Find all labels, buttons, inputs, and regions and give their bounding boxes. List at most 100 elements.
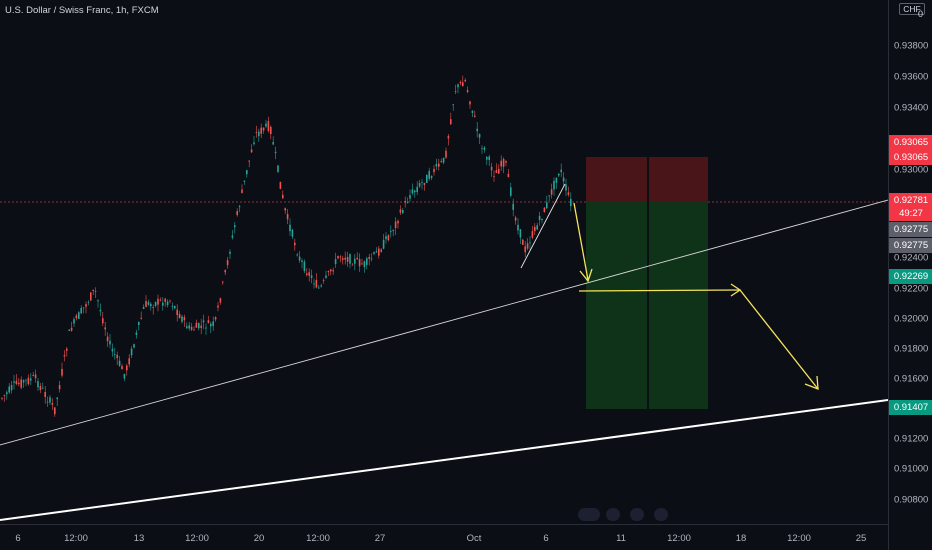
symbol-title[interactable]: U.S. Dollar / Swiss Franc, 1h, FXCM — [5, 5, 159, 16]
candle-body — [471, 110, 474, 113]
candle-body — [548, 195, 550, 197]
entry-price-tag: 0.92775 — [889, 222, 932, 237]
candle-body — [428, 171, 430, 179]
candle-body — [442, 157, 445, 163]
candle-body — [440, 161, 442, 162]
candle-body — [514, 217, 517, 221]
candle-body — [78, 312, 80, 319]
candle-body — [469, 101, 471, 105]
time-tick: 12:00 — [185, 533, 209, 544]
price-chart[interactable] — [0, 0, 888, 524]
candle-body — [157, 298, 159, 305]
price-tick: 0.92000 — [894, 313, 929, 325]
candle-body — [378, 248, 380, 256]
candle-body — [6, 392, 8, 395]
candle-body — [529, 242, 531, 244]
candle-body — [339, 256, 342, 258]
candle-body — [205, 327, 207, 329]
candle-body — [109, 340, 111, 345]
price-tick: 0.93600 — [894, 71, 929, 83]
price-tick: 0.92400 — [894, 252, 929, 264]
target-price-tag: 0.92269 — [889, 269, 932, 284]
candle-body — [474, 115, 476, 117]
small-wedge-line[interactable] — [520, 183, 566, 269]
candle-body — [234, 225, 236, 228]
price-tick: 0.91600 — [894, 373, 929, 385]
candle-body — [238, 206, 241, 208]
candle-body — [435, 164, 438, 167]
candle-body — [188, 325, 190, 329]
candle-body — [198, 323, 200, 329]
candle-body — [438, 163, 440, 167]
candle-body — [164, 298, 166, 302]
candle-body — [82, 307, 85, 309]
candle-body — [42, 387, 44, 389]
candle-body — [358, 259, 361, 267]
candle-body — [370, 258, 373, 260]
candle-body — [255, 132, 258, 133]
candle-body — [404, 201, 406, 203]
candle-body — [567, 192, 570, 195]
projection-arrows[interactable] — [573, 202, 819, 390]
candle-body — [320, 285, 322, 287]
candle-body — [433, 168, 435, 173]
candle-body — [193, 329, 195, 331]
candle-body — [387, 235, 390, 241]
price-tick: 0.90800 — [894, 494, 929, 506]
candle-body — [555, 177, 558, 183]
candle-body — [92, 289, 94, 291]
candle-body — [150, 303, 152, 307]
candle-body — [325, 275, 327, 278]
candle-body — [385, 236, 387, 240]
price-axis[interactable]: CHF 0 0.93800 0.93600 0.93400 0.93000 0.… — [888, 0, 932, 550]
candle-body — [68, 329, 70, 331]
candle-body — [104, 327, 106, 330]
candle-body — [322, 280, 325, 281]
position-tool[interactable] — [586, 157, 708, 409]
time-tick: 6 — [15, 533, 21, 544]
candle-body — [169, 300, 171, 302]
price-scale-currency-icon[interactable]: CHF — [899, 3, 925, 15]
time-axis[interactable]: 6 12:00 13 12:00 20 12:00 27 Oct 6 11 12… — [0, 524, 888, 550]
currency-suffix: 0 — [918, 9, 924, 19]
last-price-tag: 0.92781 — [889, 193, 932, 208]
candle-body — [526, 243, 529, 249]
zoom-out-button[interactable] — [606, 508, 620, 521]
candle-body — [538, 215, 541, 220]
scroll-left-button[interactable] — [578, 508, 600, 521]
zoom-in-button[interactable] — [630, 508, 644, 521]
candle-body — [450, 119, 452, 125]
candle-body — [402, 210, 404, 214]
candle-body — [262, 127, 265, 131]
candle-body — [210, 323, 212, 327]
candle-body — [301, 260, 303, 262]
candle-body — [375, 251, 378, 253]
candle-body — [70, 327, 73, 331]
candle-body — [361, 263, 363, 265]
candle-body — [430, 175, 433, 178]
candle-body — [39, 386, 42, 391]
candle-body — [522, 239, 524, 245]
candle-body — [445, 150, 447, 158]
candle-body — [416, 186, 418, 193]
candle-body — [495, 170, 498, 173]
candle-body — [121, 366, 123, 370]
scroll-right-button[interactable] — [654, 508, 668, 521]
rising-trendline-thick[interactable] — [0, 399, 888, 521]
candle-body — [510, 187, 512, 196]
candle-body — [356, 257, 358, 260]
candle-body — [313, 283, 315, 285]
candle-body — [531, 231, 534, 238]
candle-body — [366, 258, 368, 265]
rising-trendline-thin[interactable] — [0, 199, 888, 446]
candle-body — [253, 142, 255, 145]
candle-body — [466, 90, 469, 92]
candle-body — [176, 309, 178, 316]
time-tick: 25 — [855, 533, 867, 544]
time-tick: 11 — [616, 533, 626, 544]
candle-body — [332, 270, 334, 272]
price-tick: 0.93800 — [894, 40, 929, 52]
candle-body — [183, 317, 186, 321]
candle-body — [241, 189, 243, 194]
candle-body — [409, 195, 411, 199]
